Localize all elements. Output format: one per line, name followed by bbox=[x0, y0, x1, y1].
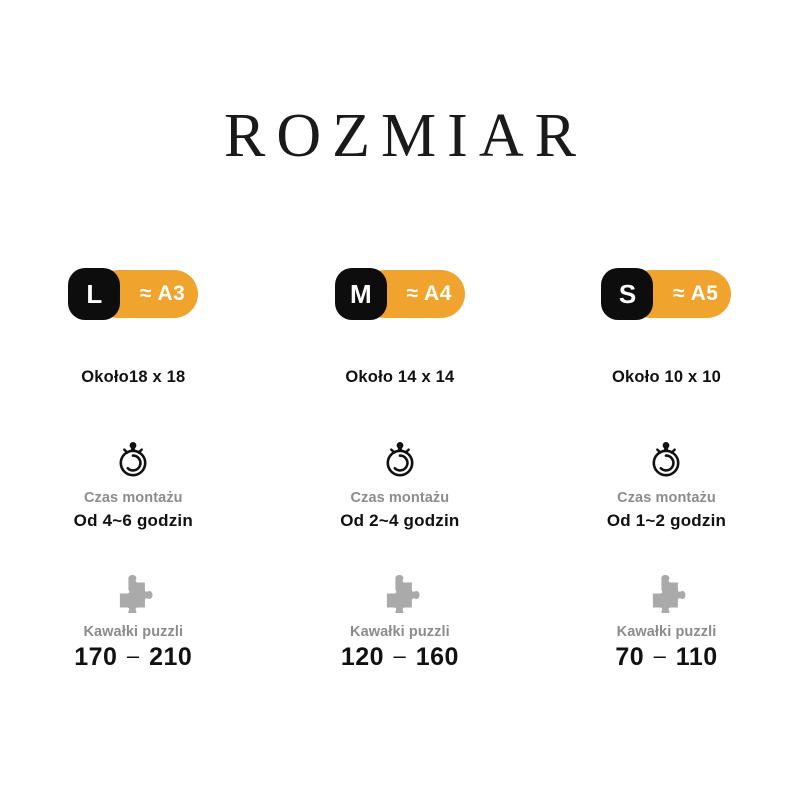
pieces-max: 210 bbox=[149, 643, 193, 671]
paper-equivalent-label: ≈ A3 bbox=[139, 282, 186, 305]
size-code-chip: M bbox=[334, 268, 387, 320]
puzzle-piece-icon bbox=[646, 575, 686, 613]
pieces-caption: Kawałki puzzli bbox=[350, 624, 450, 640]
assembly-time-value: Od 4~6 godzin bbox=[73, 511, 193, 530]
pieces-range: 70 – 110 bbox=[615, 643, 717, 672]
size-badge-l[interactable]: ≈ A3 L bbox=[68, 268, 199, 320]
pieces-block: Kawałki puzzli 120 – 160 bbox=[341, 575, 459, 672]
dimension-label: Około18 x 18 bbox=[81, 368, 186, 386]
pieces-caption: Kawałki puzzli bbox=[616, 624, 717, 640]
dimension-label: Około 10 x 10 bbox=[611, 368, 721, 386]
size-code-chip: L bbox=[68, 268, 121, 320]
pieces-caption: Kawałki puzzli bbox=[83, 624, 184, 640]
puzzle-piece-icon bbox=[113, 575, 153, 613]
pieces-min: 120 bbox=[340, 643, 385, 671]
page-title: ROZMIAR bbox=[224, 102, 587, 170]
size-options-row: ≈ A3 L Około18 x 18 bbox=[0, 268, 800, 672]
pieces-block: Kawałki puzzli 70 – 110 bbox=[615, 575, 717, 672]
pieces-block: Kawałki puzzli 170 – 210 bbox=[74, 575, 192, 672]
size-option-s: ≈ A5 S Około 10 x 10 bbox=[533, 268, 800, 672]
dimension-label: Około 14 x 14 bbox=[345, 368, 455, 386]
size-code-chip: S bbox=[601, 268, 654, 320]
pieces-max: 160 bbox=[415, 643, 459, 671]
size-badge-m[interactable]: ≈ A4 M bbox=[334, 268, 465, 320]
size-option-l: ≈ A3 L Około18 x 18 bbox=[0, 268, 267, 672]
size-code-label: M bbox=[350, 279, 372, 309]
pieces-min: 170 bbox=[74, 643, 118, 671]
paper-equivalent-label: ≈ A4 bbox=[406, 282, 452, 305]
size-badge-s[interactable]: ≈ A5 S bbox=[601, 268, 732, 320]
range-dash: – bbox=[126, 643, 140, 668]
stopwatch-icon bbox=[646, 437, 686, 479]
assembly-time-block: Czas montażu Od 1~2 godzin bbox=[607, 437, 726, 531]
range-dash: – bbox=[653, 643, 667, 668]
assembly-time-value: Od 1~2 godzin bbox=[606, 511, 727, 530]
assembly-time-block: Czas montażu Od 4~6 godzin bbox=[74, 437, 193, 531]
puzzle-piece-icon bbox=[380, 575, 420, 613]
pieces-range: 120 – 160 bbox=[341, 643, 459, 672]
size-option-m: ≈ A4 M Około 14 x 14 bbox=[267, 268, 534, 672]
stopwatch-icon bbox=[380, 437, 420, 479]
size-code-label: L bbox=[86, 279, 103, 309]
range-dash: – bbox=[393, 643, 407, 668]
pieces-range: 170 – 210 bbox=[74, 643, 192, 672]
assembly-time-block: Czas montażu Od 2~4 godzin bbox=[340, 437, 459, 531]
paper-equivalent-label: ≈ A5 bbox=[673, 282, 719, 305]
size-code-label: S bbox=[618, 279, 637, 309]
stopwatch-icon bbox=[113, 437, 153, 479]
pieces-max: 110 bbox=[675, 643, 718, 671]
assembly-time-caption: Czas montażu bbox=[83, 490, 183, 506]
pieces-min: 70 bbox=[615, 643, 645, 671]
assembly-time-value: Od 2~4 godzin bbox=[340, 511, 460, 530]
assembly-time-caption: Czas montażu bbox=[617, 490, 716, 506]
assembly-time-caption: Czas montażu bbox=[350, 490, 450, 506]
